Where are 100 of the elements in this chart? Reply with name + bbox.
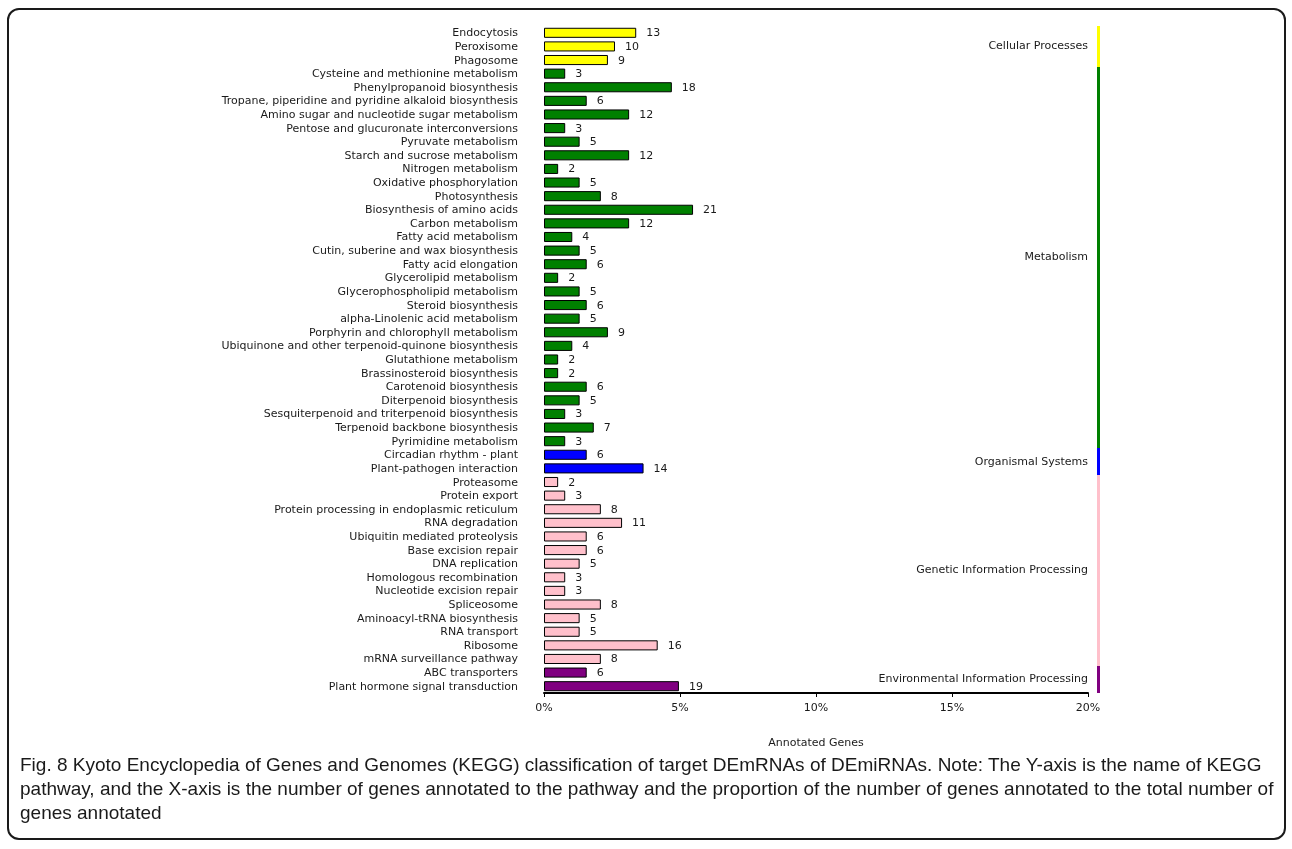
annotation: 9 [617,53,625,67]
annotation: 3 [575,489,583,503]
bar [544,558,580,569]
y-tick-label: Protein processing in endoplasmic reticulum [274,502,518,516]
annotation: Genetic Information Processing [916,563,1088,578]
bar [544,531,587,542]
annotation: 10 [624,39,639,53]
bar [544,245,580,256]
bar [544,54,608,66]
bar [544,136,580,147]
bar [544,177,580,188]
y-tick-label: Cysteine and methionine metabolism [311,67,518,81]
bar [544,327,608,338]
y-tick-label: mRNA surveillance pathway [363,652,519,666]
annotation: 12 [639,216,654,230]
y-tick-label: Endocytosis [452,26,519,40]
annotation: 6 [596,298,604,312]
y-tick-label: Glycerolipid metabolism [384,271,518,285]
annotation: 18 [681,80,696,94]
annotation: 6 [596,257,604,271]
bar [544,449,587,460]
annotation: 3 [575,434,583,448]
bar [544,667,587,678]
y-tick-label: Protein export [440,489,519,503]
y-tick-label: Amino sugar and nucleotide sugar metabolism [260,107,518,121]
x-tick-label: 10% [803,701,829,714]
y-tick-label: Base excision repair [407,543,519,557]
y-tick-label: ABC transporters [424,666,519,680]
y-tick-label: Phenylpropanoid biosynthesis [353,80,519,94]
bar [544,204,694,215]
bar [544,313,580,324]
y-tick-label: Phagosome [453,53,519,67]
bar [544,395,580,406]
x-tick-label: 15% [939,701,965,714]
y-tick-label: RNA transport [440,625,519,639]
annotation: 6 [596,529,604,543]
bar [544,286,580,297]
caption: Fig. 8 Kyoto Encyclopedia of Genes and Genomes (KEGG) classification of target DEmRNAs of DEmiRNAs. Note: The Y-axis is the name of KEGG pathway, and the X-axis is the number of genes annotated to the pathway and the proportion of the number of genes annotated to the total number of genes annotated [20,753,1275,825]
annotation: 14 [653,461,668,475]
y-tick-label: Brassinosteroid biosynthesis [361,366,519,380]
bar [544,368,559,379]
y-tick-label: Biosynthesis of amino acids [365,203,519,217]
bar [544,300,587,311]
bar [544,517,623,528]
y-tick-label: Oxidative phosphorylation [372,176,519,190]
annotation: 5 [589,135,597,149]
annotation: 12 [639,107,654,121]
annotation: 8 [610,598,618,612]
y-tick-label: Ribosome [463,638,519,652]
bar [544,490,566,501]
annotation: 5 [589,176,597,190]
annotation: 3 [575,407,583,421]
bar [544,463,644,474]
y-tick-label: Photosynthesis [434,189,519,203]
bar [544,340,573,351]
y-tick-label: Pyrimidine metabolism [391,434,518,448]
bar [544,436,566,447]
y-tick-label: Ubiquinone and other terpenoid-quinone biosynthesis [221,339,519,353]
y-tick-label: Carbon metabolism [410,216,518,230]
y-tick-label: Peroxisome [454,39,519,53]
annotation: 6 [596,543,604,557]
annotation: 5 [589,312,597,326]
x-tick-label: 0% [535,701,553,714]
annotation: 19 [688,679,703,693]
annotation: 8 [610,189,618,203]
bar [544,27,637,38]
annotation: 3 [575,584,583,598]
annotation: Metabolism [1024,250,1088,265]
x-tick-label: 5% [671,701,689,714]
annotation: 13 [646,26,661,40]
bar [544,68,566,79]
annotation: 5 [589,284,597,298]
bar [544,150,630,161]
bar [544,504,601,515]
bar [544,231,573,243]
y-tick-label: Plant-pathogen interaction [370,461,519,475]
y-tick-label: RNA degradation [424,516,519,530]
annotation: Cellular Processes [988,39,1088,54]
bar [544,95,587,106]
annotation: 3 [575,67,583,81]
bar [544,191,601,202]
annotation: 5 [589,244,597,258]
y-tick-label: Glycerophospholipid metabolism [337,284,518,298]
y-tick-label: Nucleotide excision repair [375,584,519,598]
annotation: 4 [582,230,590,244]
annotation: 12 [639,148,654,162]
annotation: 21 [703,203,718,217]
annotation: 8 [610,652,618,666]
annotation: 7 [603,421,611,435]
bar [544,408,566,419]
bar [544,545,587,556]
annotation: Environmental Information Processing [878,672,1088,687]
bar [544,585,566,596]
y-tick-label: Terpenoid backbone biosynthesis [334,421,519,435]
y-tick-label: Carotenoid biosynthesis [385,380,519,394]
bar [544,653,601,665]
y-tick-label: Pentose and glucuronate interconversions [286,121,519,135]
annotation: 8 [610,502,618,516]
y-tick-label: Aminoacyl-tRNA biosynthesis [356,611,519,625]
bar [544,163,559,174]
